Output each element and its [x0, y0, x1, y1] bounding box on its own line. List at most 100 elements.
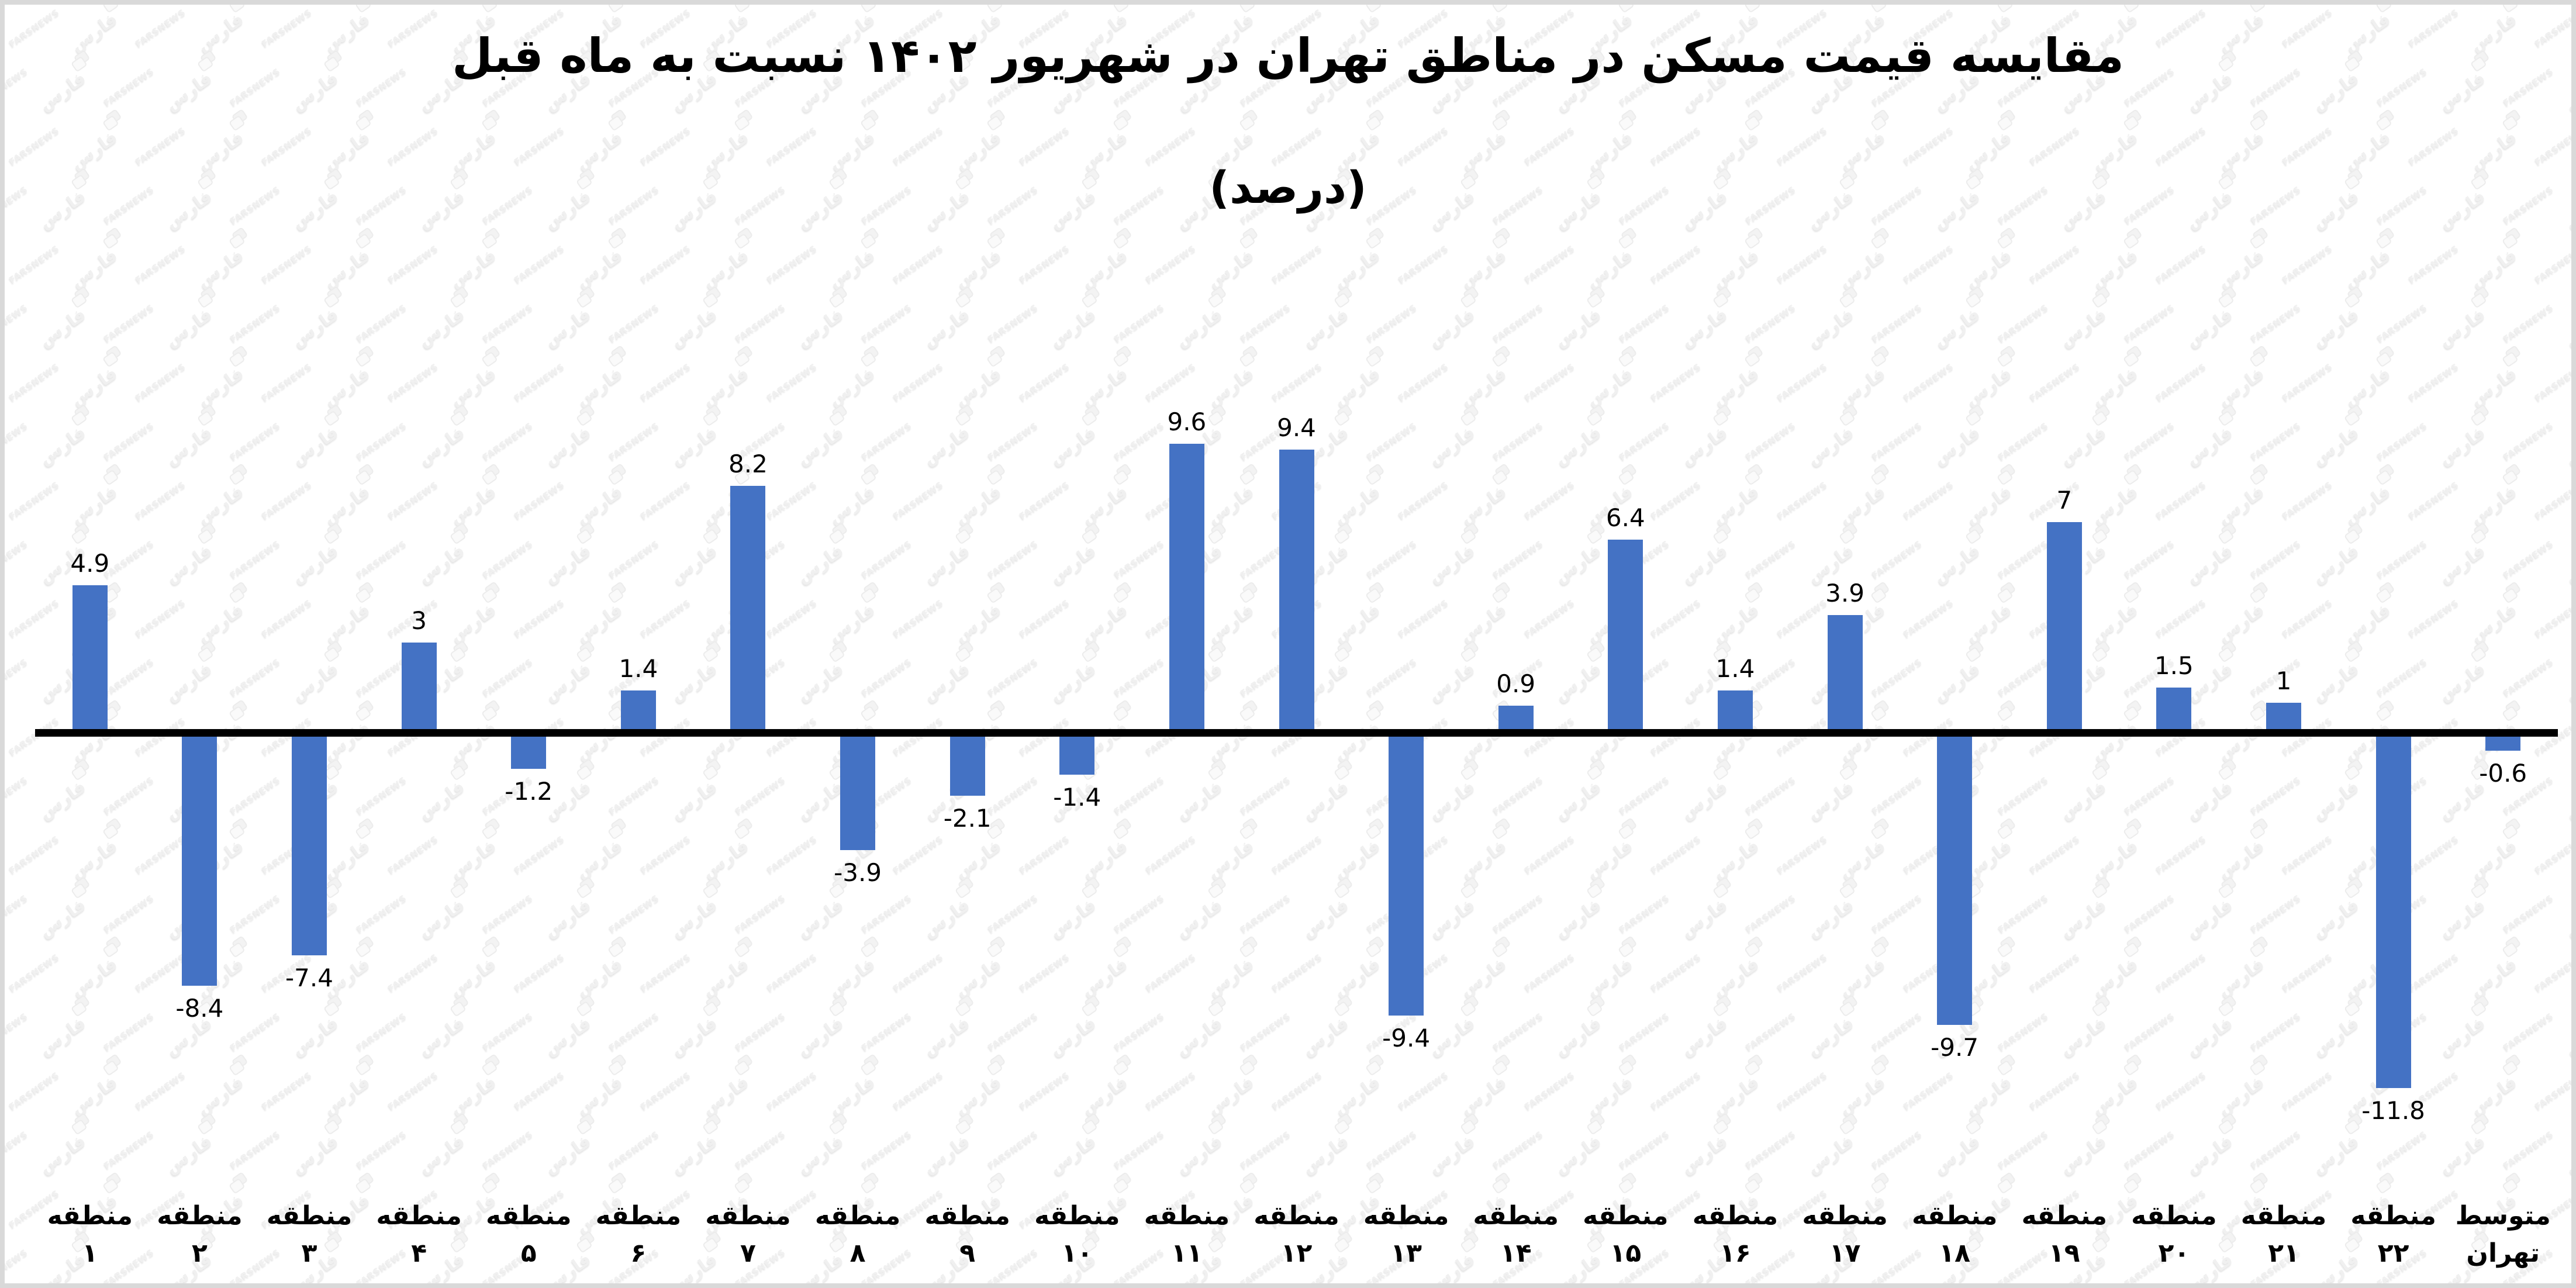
x-axis-label: منطقه ۱۱ — [1144, 1201, 1230, 1268]
farsnews-logo-watermark-icon: فارس — [698, 227, 754, 292]
watermark-mark: FARSNEWS — [133, 243, 188, 286]
watermark-mark: FARSNEWS — [2028, 243, 2082, 286]
farsnews-logo-watermark-icon: فارس — [2466, 227, 2522, 292]
x-axis-label: منطقه ۱۵ — [1583, 1201, 1669, 1268]
watermark-mark: FARSNEWS — [0, 656, 30, 699]
x-axis-label: منطقه ۴ — [376, 1201, 462, 1268]
farsnews-logo-watermark-icon: فارس — [2087, 227, 2143, 292]
bar — [1827, 615, 1863, 733]
bar — [1279, 449, 1314, 733]
bar — [1608, 540, 1643, 733]
farsnews-logo-watermark-icon: فارس — [1203, 227, 1259, 292]
watermark-mark: FARSNEWS — [0, 1010, 30, 1054]
x-axis-label: منطقه ۶ — [595, 1201, 682, 1268]
watermark-mark: FARSNEWS — [891, 243, 945, 286]
bar-value-label: -1.4 — [1053, 783, 1101, 812]
bar-value-label: 7 — [2056, 485, 2073, 514]
x-axis-label: منطقه ۱ — [47, 1201, 133, 1268]
bar-value-label: 6.4 — [1605, 503, 1645, 533]
watermark-mark: فارس — [698, 227, 754, 292]
watermark-mark: FARSNEWS — [765, 243, 819, 286]
watermark-mark: فارس — [2561, 1249, 2571, 1283]
bar — [511, 733, 547, 769]
x-axis-label: منطقه ۲۲ — [2350, 1201, 2436, 1268]
watermark-mark: فارس — [67, 227, 122, 292]
watermark-mark: FARSNEWS — [638, 243, 693, 286]
watermark-mark: FARSNEWS — [1649, 243, 1703, 286]
watermark-mark: فارس — [2561, 304, 2571, 351]
x-axis-label: منطقه ۲۱ — [2240, 1201, 2327, 1268]
watermark-mark: فارس — [1203, 227, 1259, 292]
watermark-mark: فارس — [2561, 895, 2571, 941]
watermark-mark: FARSNEWS — [0, 1246, 30, 1288]
bar-value-label: 9.6 — [1167, 407, 1207, 436]
watermark-mark: فارس — [2466, 227, 2522, 292]
watermark-mark: فارس — [824, 227, 880, 292]
chart-title: مقایسه قیمت مسکن در مناطق تهران در شهریو… — [452, 29, 2124, 83]
watermark-mark: فارس — [2561, 658, 2576, 706]
watermark-mark: FARSNEWS — [2280, 243, 2335, 286]
bar-value-label: -0.6 — [2479, 758, 2527, 788]
bar-value-label: -3.9 — [834, 858, 882, 887]
farsnews-logo-watermark-icon: فارس — [2561, 540, 2576, 588]
bar-value-label: 9.4 — [1277, 413, 1316, 442]
watermark-mark: FARSNEWS — [0, 774, 30, 817]
farsnews-logo-watermark-icon: فارس — [1708, 227, 1764, 292]
watermark-mark: فارس — [951, 227, 1006, 292]
bar — [620, 690, 656, 733]
x-axis-label: منطقه ۹ — [924, 1201, 1010, 1268]
farsnews-logo-watermark-icon: فارس — [824, 227, 880, 292]
farsnews-logo-watermark-icon: فارس — [319, 227, 375, 292]
x-axis-label: منطقه ۱۳ — [1363, 1201, 1449, 1268]
watermark-mark: FARSNEWS — [2406, 243, 2461, 286]
watermark-mark: فارس — [1835, 227, 1890, 292]
watermark-mark: FARSNEWS — [2154, 243, 2208, 286]
watermark-mark: FARSNEWS — [0, 302, 30, 345]
farsnews-logo-watermark-icon: فارس — [1582, 227, 1638, 292]
x-axis-label: منطقه ۱۰ — [1034, 1201, 1120, 1268]
watermark-mark: فارس — [1330, 227, 1385, 292]
bar-value-label: -11.8 — [2361, 1096, 2425, 1125]
bar-value-label: 1 — [2275, 666, 2292, 695]
x-axis-label: منطقه ۱۴ — [1473, 1201, 1559, 1268]
x-axis-label: منطقه ۵ — [486, 1201, 572, 1268]
watermark-mark: فارس — [2561, 1013, 2576, 1060]
farsnews-logo-watermark-icon: فارس — [572, 227, 627, 292]
bar — [401, 642, 437, 733]
x-axis-label: منطقه ۲۰ — [2131, 1201, 2217, 1268]
watermark-mark: فارس — [446, 227, 501, 292]
farsnews-logo-watermark-icon: فارس — [2561, 422, 2576, 469]
watermark-mark: فارس — [2561, 422, 2576, 469]
bar-value-label: -2.1 — [943, 804, 992, 833]
bar — [1169, 443, 1204, 733]
bar — [840, 733, 876, 850]
farsnews-logo-watermark-icon: فارس — [446, 227, 501, 292]
watermark-mark: فارس — [1077, 227, 1132, 292]
bar-value-label: 0.9 — [1496, 669, 1536, 698]
farsnews-logo-watermark-icon: فارس — [2214, 227, 2269, 292]
watermark-mark: FARSNEWS — [1396, 243, 1451, 286]
watermark-mark: فارس — [1582, 227, 1638, 292]
bar — [2156, 687, 2192, 733]
watermark-mark: FARSNEWS — [0, 1128, 30, 1172]
watermark-mark: فارس — [2087, 227, 2143, 292]
chart-subtitle: (درصد) — [1209, 161, 1367, 213]
x-axis-label: منطقه ۱۷ — [1802, 1201, 1888, 1268]
x-axis-label: متوسط تهران — [2455, 1201, 2551, 1268]
bar — [182, 733, 217, 986]
farsnews-logo-watermark-icon: فارس — [2561, 1013, 2576, 1060]
farsnews-logo-watermark-icon: فارس — [2561, 658, 2576, 706]
watermark-mark: فارس — [2561, 540, 2576, 588]
bar — [72, 585, 108, 733]
watermark-mark: FARSNEWS — [7, 243, 61, 286]
x-axis-label: منطقه ۲ — [157, 1201, 243, 1268]
farsnews-logo-watermark-icon: فارس — [1456, 227, 1511, 292]
bar — [730, 485, 766, 733]
watermark-mark: فارس — [1708, 227, 1764, 292]
bar — [1059, 733, 1095, 775]
watermark-mark: فارس — [572, 227, 627, 292]
watermark-mark: FARSNEWS — [1144, 243, 1198, 286]
x-axis-label: منطقه ۳ — [266, 1201, 353, 1268]
watermark-mark: FARSNEWS — [1017, 243, 1072, 286]
farsnews-logo-watermark-icon: فارس — [1330, 227, 1385, 292]
